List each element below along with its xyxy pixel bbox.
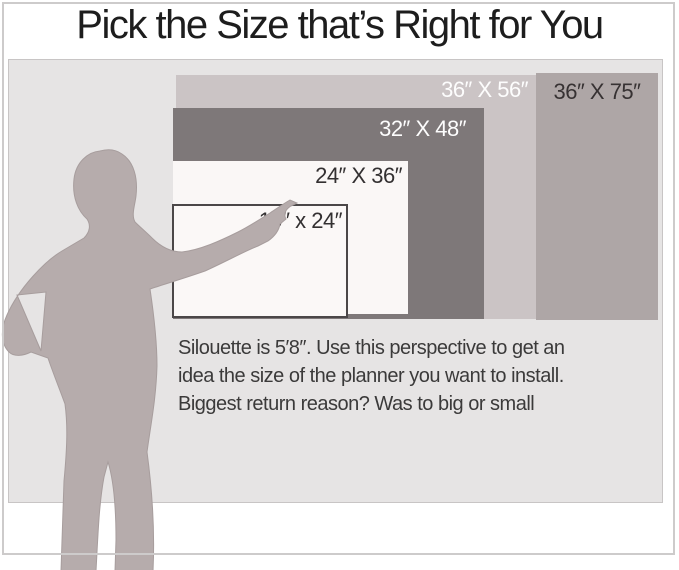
size-panel-19x24: 19″ x 24″ xyxy=(172,204,348,318)
size-label-32x48: 32″ X 48″ xyxy=(379,116,466,141)
page-title: Pick the Size that’s Right for You xyxy=(76,3,604,47)
size-label-24x36: 24″ X 36″ xyxy=(315,163,402,188)
size-label-36x56: 36″ X 56″ xyxy=(441,77,528,102)
size-label-36x75: 36″ X 75″ xyxy=(553,79,641,104)
caption-line-1: Silouette is 5′8″. Use this perspective … xyxy=(178,337,565,359)
caption-text: Silouette is 5′8″. Use this perspective … xyxy=(178,334,618,418)
caption-line-2: idea the size of the planner you want to… xyxy=(178,365,564,387)
size-label-19x24: 19″ x 24″ xyxy=(258,208,343,233)
caption-line-3: Biggest return reason? Was to big or sma… xyxy=(178,393,535,415)
size-panel-36x75: 36″ X 75″ xyxy=(536,73,658,320)
